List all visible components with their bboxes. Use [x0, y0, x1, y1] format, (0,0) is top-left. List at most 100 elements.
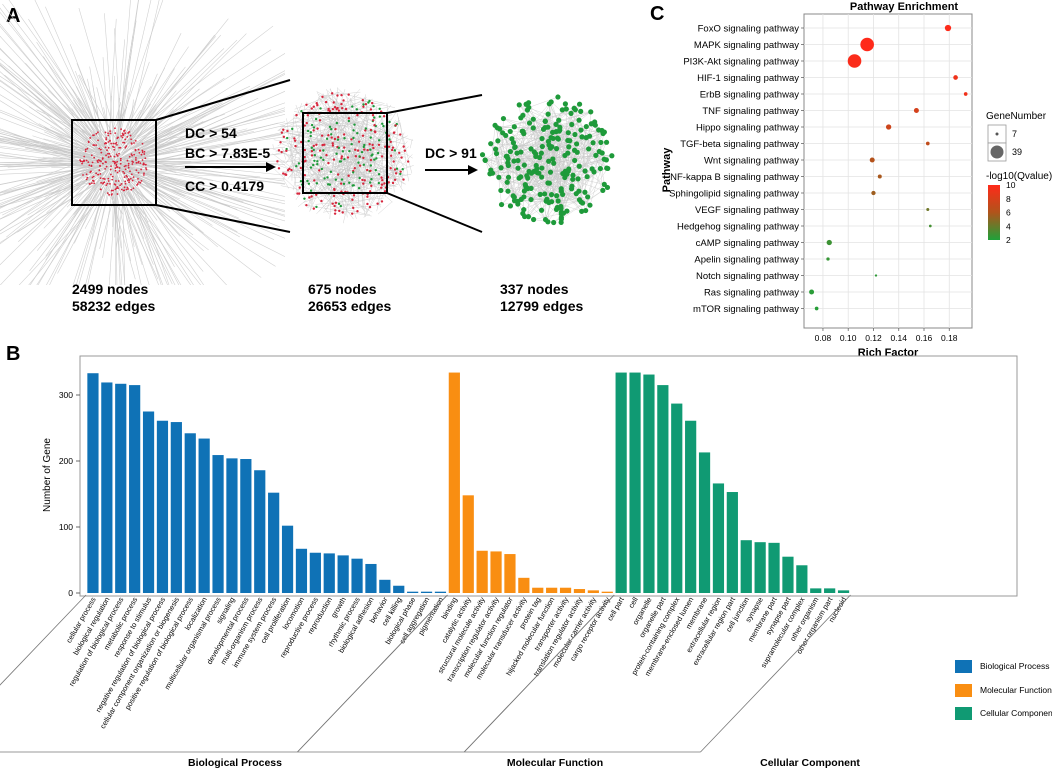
network3-node: [546, 142, 552, 148]
network1-node: [134, 148, 137, 151]
network1-node: [116, 171, 119, 174]
network1-node: [123, 141, 126, 144]
network2-edge: [294, 174, 382, 183]
network2-node: [353, 123, 356, 126]
panel-a-network: A DC > 54 BC > 7.83E-5 CC > 0.4179 DC > …: [0, 0, 615, 314]
network2-node: [285, 149, 288, 153]
network2-node: [372, 119, 375, 122]
network2-edge: [282, 148, 287, 160]
network3-edge: [528, 96, 559, 108]
network2-node: [332, 158, 336, 161]
network1-edge: [129, 183, 158, 221]
network3-node: [586, 133, 593, 139]
pathway-row-label: VEGF signaling pathway: [695, 205, 799, 216]
network3-node: [550, 129, 556, 135]
go-bar: [281, 525, 294, 593]
network2-node: [355, 108, 359, 111]
network1-node: [105, 165, 108, 168]
pathway-row-label: TGF-beta signaling pathway: [680, 139, 799, 150]
network1-edge: [0, 94, 106, 159]
network1-edge: [28, 18, 115, 157]
go-bar: [546, 587, 558, 593]
network1-node: [95, 144, 98, 147]
network3-node: [603, 139, 610, 145]
network1-edge: [102, 57, 109, 137]
network2-node: [326, 176, 329, 179]
network3-edge: [550, 147, 566, 156]
filter1-line2: BC > 7.83E-5: [185, 145, 270, 161]
network1-node: [115, 180, 117, 182]
network2-node: [276, 160, 279, 163]
network1-node: [109, 132, 112, 135]
network2-node: [330, 133, 333, 136]
network3-node: [550, 135, 556, 142]
network2-node: [357, 140, 361, 144]
network2-edge: [337, 155, 345, 215]
network1-edge: [123, 121, 285, 160]
network2-node: [371, 101, 374, 105]
network1-node: [114, 127, 116, 130]
network3-node: [479, 152, 486, 158]
pathway-point: [847, 54, 862, 68]
network3-edge: [516, 152, 601, 169]
network2-edge: [365, 132, 405, 215]
network1-edge: [136, 153, 285, 169]
network2-edge: [409, 138, 413, 149]
network2-edge: [273, 139, 286, 143]
network3-edge: [566, 142, 607, 175]
network1-edge: [128, 183, 204, 252]
network3-nodes-label: 337 nodes: [500, 281, 569, 297]
network1-edge: [113, 39, 126, 162]
network2-node: [387, 134, 391, 137]
network1-node: [125, 188, 128, 191]
network1-node: [107, 180, 110, 182]
pathway-xtick-label: 0.10: [840, 333, 857, 343]
network1-edge: [17, 163, 111, 207]
network3-node: [521, 162, 527, 168]
network1-edge: [87, 163, 115, 285]
network1-edge: [126, 161, 285, 165]
network1-node: [130, 138, 133, 141]
network2-node: [364, 102, 368, 106]
network2-node: [310, 150, 314, 153]
network2-node: [361, 178, 364, 182]
network1-node: [141, 142, 144, 145]
network2-node: [331, 144, 335, 147]
network1-node: [109, 182, 111, 185]
network2-node: [316, 103, 319, 107]
network1-node: [144, 157, 147, 160]
network2-node: [303, 160, 306, 163]
network2-node: [372, 146, 375, 150]
network2-edge: [275, 141, 395, 153]
network1-node: [112, 189, 114, 192]
network1-node: [97, 131, 99, 134]
network2-node: [362, 182, 365, 185]
network1-edge: [0, 168, 88, 232]
network1-selection-box: [71, 119, 157, 206]
network2-node: [370, 184, 373, 188]
network2-node: [303, 148, 307, 152]
network1-node: [139, 181, 142, 184]
network3-node: [559, 107, 565, 113]
network1-node: [123, 176, 126, 179]
network2-edge: [307, 89, 346, 208]
network1-edge: [123, 183, 145, 215]
network1-node: [107, 152, 109, 155]
network3-node: [493, 150, 500, 157]
network3-node: [566, 144, 572, 150]
network1-node: [107, 132, 109, 135]
pathway-point: [826, 257, 830, 261]
network1-edge: [0, 138, 110, 161]
pathway-row-label: NF-kappa B signaling pathway: [670, 172, 799, 183]
network1-edge: [18, 163, 108, 190]
network2-node: [320, 167, 324, 171]
network3-edge: [500, 118, 504, 168]
network1-edge: [0, 174, 105, 235]
network2-node: [350, 138, 353, 141]
network1-node: [84, 150, 87, 153]
network2-node: [337, 136, 340, 139]
network1-edge: [121, 170, 276, 267]
go-bar: [420, 591, 433, 593]
network2-node: [389, 167, 392, 170]
network2-node: [356, 113, 359, 117]
